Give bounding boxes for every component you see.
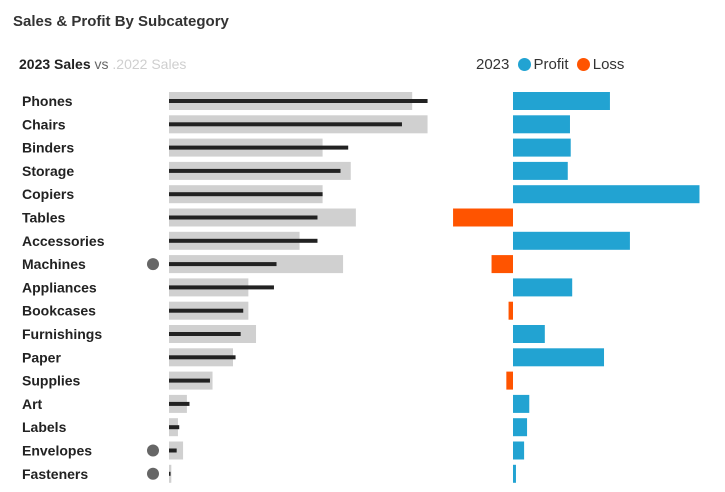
sales-2023-bar <box>169 448 177 453</box>
legend-loss: Loss <box>592 56 625 73</box>
profit-bar <box>513 161 568 180</box>
category-label-tables: Tables <box>22 210 66 226</box>
loss-bar <box>453 208 513 227</box>
profit-bar <box>513 278 573 297</box>
chart-title: Sales & Profit By Subcategory <box>13 13 229 30</box>
profit-bar <box>513 441 525 460</box>
sales-2023-bar <box>169 145 349 150</box>
category-label-labels: Labels <box>22 419 67 435</box>
profit-legend-dot-icon <box>517 58 531 71</box>
legend-profit: Profit <box>533 56 569 73</box>
category-label-appliances: Appliances <box>22 279 97 295</box>
profit-bar <box>513 185 700 204</box>
category-label-storage: Storage <box>22 163 74 179</box>
sales-2023-bar <box>169 332 241 336</box>
loss-bar <box>491 255 513 274</box>
sales-2023-bar <box>169 262 277 267</box>
sales-2023-bar <box>169 238 318 243</box>
category-label-fasteners: Fasteners <box>22 466 88 482</box>
loss-bar <box>506 371 513 390</box>
category-label-envelopes: Envelopes <box>22 443 92 459</box>
category-label-art: Art <box>22 396 43 412</box>
sales-2023-bar <box>169 471 171 476</box>
category-label-accessories: Accessories <box>22 233 105 249</box>
legend-vs: vs <box>94 56 109 72</box>
sales-2023-bar <box>169 168 341 173</box>
sales-legend: 2023 Sales vs .2022 Sales <box>19 56 186 72</box>
profit-bar <box>513 348 605 367</box>
sales-2023-bar <box>169 122 402 127</box>
flag-marker-icon <box>147 258 159 271</box>
category-label-phones: Phones <box>22 93 73 109</box>
sales-2023-bar <box>169 215 318 220</box>
flag-marker-icon <box>147 444 159 457</box>
profit-bar <box>513 92 610 110</box>
category-label-paper: Paper <box>22 349 61 365</box>
category-label-furnishings: Furnishings <box>22 326 102 342</box>
category-label-copiers: Copiers <box>22 186 74 202</box>
sales-2023-bar <box>169 285 274 290</box>
category-label-bookcases: Bookcases <box>22 303 96 319</box>
loss-bar <box>508 301 513 320</box>
sales-2023-bar <box>169 355 236 360</box>
profit-bar <box>513 115 570 134</box>
sales-2023-bar <box>169 378 210 383</box>
legend-year: 2023 <box>476 56 510 73</box>
legend-2023-sales: 2023 Sales <box>19 56 91 72</box>
profit-bar <box>513 325 545 343</box>
legend-2022-sales: .2022 Sales <box>112 56 187 72</box>
category-label-binders: Binders <box>22 140 74 156</box>
category-label-machines: Machines <box>22 256 86 272</box>
profit-legend: 2023 Profit Loss <box>476 56 624 73</box>
profit-bar <box>513 138 571 157</box>
profit-bar <box>513 418 528 437</box>
sales-2023-bar <box>169 308 244 313</box>
sales-2023-bar <box>169 425 180 430</box>
sales-2023-bar <box>169 401 190 406</box>
profit-bar <box>513 394 530 413</box>
sales-2023-bar <box>169 99 428 103</box>
flag-marker-icon <box>147 467 159 480</box>
sales-2023-bar <box>169 192 323 197</box>
loss-legend-dot-icon <box>576 58 590 71</box>
profit-bar <box>513 231 630 250</box>
category-label-supplies: Supplies <box>22 373 81 389</box>
profit-bar <box>513 464 516 483</box>
category-label-chairs: Chairs <box>22 116 66 132</box>
